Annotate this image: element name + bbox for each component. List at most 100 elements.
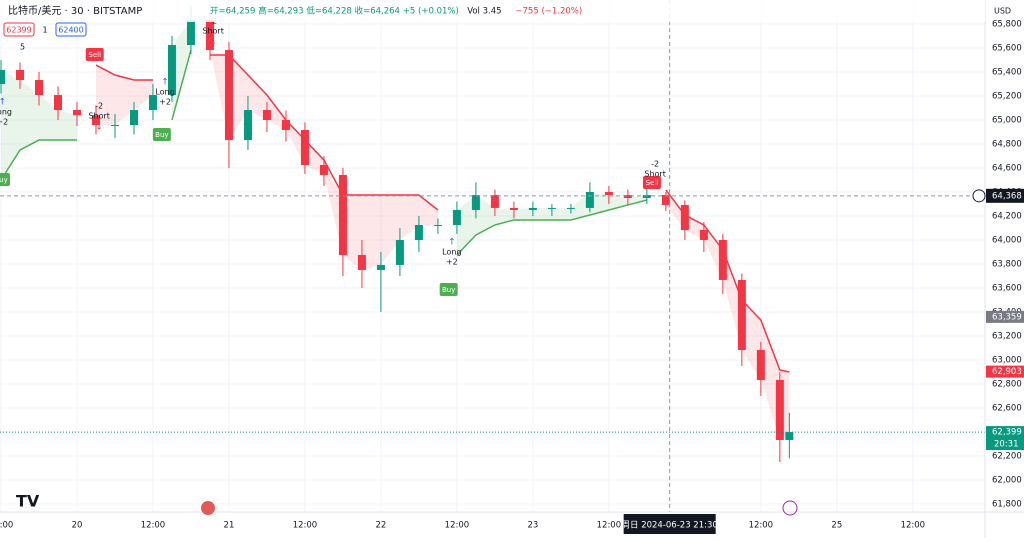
signal-label: Sell	[646, 179, 659, 187]
price-tag	[986, 426, 1024, 451]
crosshair-price-box	[986, 188, 1024, 203]
candle-body	[680, 204, 689, 231]
sell-price: 62399	[6, 26, 31, 35]
candle-body	[642, 194, 651, 198]
ohlc-value: Vol 3.45	[467, 7, 501, 17]
y-tick-label: 63,000	[992, 355, 1022, 365]
x-tick-label: 12:00	[293, 521, 318, 531]
ohlc-value: −755 (−1.20%)	[515, 7, 582, 17]
candle-body	[110, 125, 119, 127]
y-tick-label: 65,200	[992, 91, 1022, 101]
candle-body	[585, 191, 594, 208]
y-tick-label: 65,800	[992, 19, 1022, 29]
signal-label: Buy	[155, 131, 168, 139]
candle-body	[737, 279, 746, 351]
x-tick-label: 12:00	[445, 521, 470, 531]
candle-body	[490, 194, 499, 208]
crosshair-time-box	[623, 514, 716, 534]
indicator-length: 5	[20, 43, 25, 52]
event-icon[interactable]	[201, 501, 215, 515]
price-tag-label: 63,359	[992, 312, 1022, 322]
price-tag	[986, 310, 1024, 323]
crosshair-plus[interactable]	[972, 189, 986, 203]
event-icon[interactable]	[782, 500, 798, 516]
buy-price: 62400	[58, 26, 83, 35]
candle-body	[319, 164, 328, 175]
signal-label: Short	[88, 111, 109, 120]
x-tick-label: 12:00	[0, 521, 13, 531]
currency[interactable]: USD	[994, 7, 1011, 16]
y-tick-label: 64,200	[992, 211, 1022, 221]
signal-arrow: ↑	[161, 78, 169, 88]
candle-body	[718, 239, 727, 280]
ohlc-value: 开=64,259	[210, 7, 255, 17]
y-tick-label: 65,600	[992, 43, 1022, 53]
candle-body	[0, 69, 6, 84]
candle-body	[148, 95, 157, 111]
candle-body	[661, 194, 670, 205]
candle-body	[35, 80, 44, 96]
trend-line	[95, 64, 153, 81]
trend-fill	[456, 191, 647, 255]
candle-body	[205, 20, 214, 51]
signal-arrow: ↓	[95, 122, 103, 132]
candle-body	[604, 191, 613, 195]
price-tag	[986, 365, 1024, 378]
crosshair-price: 64,368	[992, 191, 1022, 201]
signal-sub: -2	[651, 159, 659, 168]
y-tick-label: 62,800	[992, 379, 1022, 389]
signal-arrow: ↓	[651, 180, 659, 190]
x-tick-label: 12:00	[749, 521, 774, 531]
y-tick-label: 62,600	[992, 403, 1022, 413]
signal-label: Long	[155, 88, 174, 97]
candle-body	[224, 50, 233, 141]
candle-body	[72, 110, 81, 116]
ohlc-value: +5 (+0.01%)	[403, 7, 459, 17]
x-tick-label: 12:00	[141, 521, 166, 531]
candle-body	[167, 44, 176, 96]
buy-box[interactable]	[55, 22, 87, 37]
candle-body	[414, 224, 423, 240]
quantity: 1	[42, 26, 47, 35]
candle-body	[281, 119, 290, 130]
signal-box	[85, 47, 104, 61]
countdown: 20:31	[994, 440, 1019, 450]
candle-body	[376, 264, 385, 270]
x-tick-label: 12:00	[597, 521, 622, 531]
signal-box	[152, 127, 171, 141]
symbol[interactable]: 比特币/美元 · 30 · BITSTAMP	[8, 4, 142, 17]
candle-body	[91, 115, 100, 126]
ohlc-value: 高=64,293	[258, 6, 303, 17]
price-tag-label: 62,399	[992, 428, 1022, 438]
crosshair-time: 周日 2024-06-23 21:30	[622, 521, 718, 531]
candle-body	[54, 95, 63, 111]
candle-body	[452, 209, 461, 225]
trend-line	[171, 49, 192, 121]
trend-line	[0, 139, 77, 181]
signal-box	[439, 283, 458, 297]
sell-box[interactable]	[3, 22, 35, 37]
signal-arrow: ↓	[209, 38, 217, 48]
candle-body	[756, 350, 765, 381]
y-tick-label: 64,800	[992, 139, 1022, 149]
y-tick-label: 62,200	[992, 451, 1022, 461]
candle-body	[357, 254, 366, 270]
candle-body	[471, 194, 480, 210]
candle-body	[395, 239, 404, 265]
signal-label: Long	[442, 247, 461, 256]
x-tick-label: 23	[527, 521, 538, 531]
y-tick-label: 63,800	[992, 259, 1022, 269]
y-tick-label: 63,600	[992, 283, 1022, 293]
y-tick-label: 65,400	[992, 67, 1022, 77]
price-tag-label: 62,903	[992, 367, 1022, 377]
signal-label: Short	[644, 169, 665, 178]
x-tick-label: 20	[72, 521, 83, 531]
candle-body	[775, 380, 784, 441]
y-tick-label: 64,000	[992, 235, 1022, 245]
logo: TV	[16, 492, 40, 511]
candle-body	[433, 224, 442, 226]
y-tick-label: 62,000	[992, 475, 1022, 485]
y-tick-label: 64,600	[992, 163, 1022, 173]
